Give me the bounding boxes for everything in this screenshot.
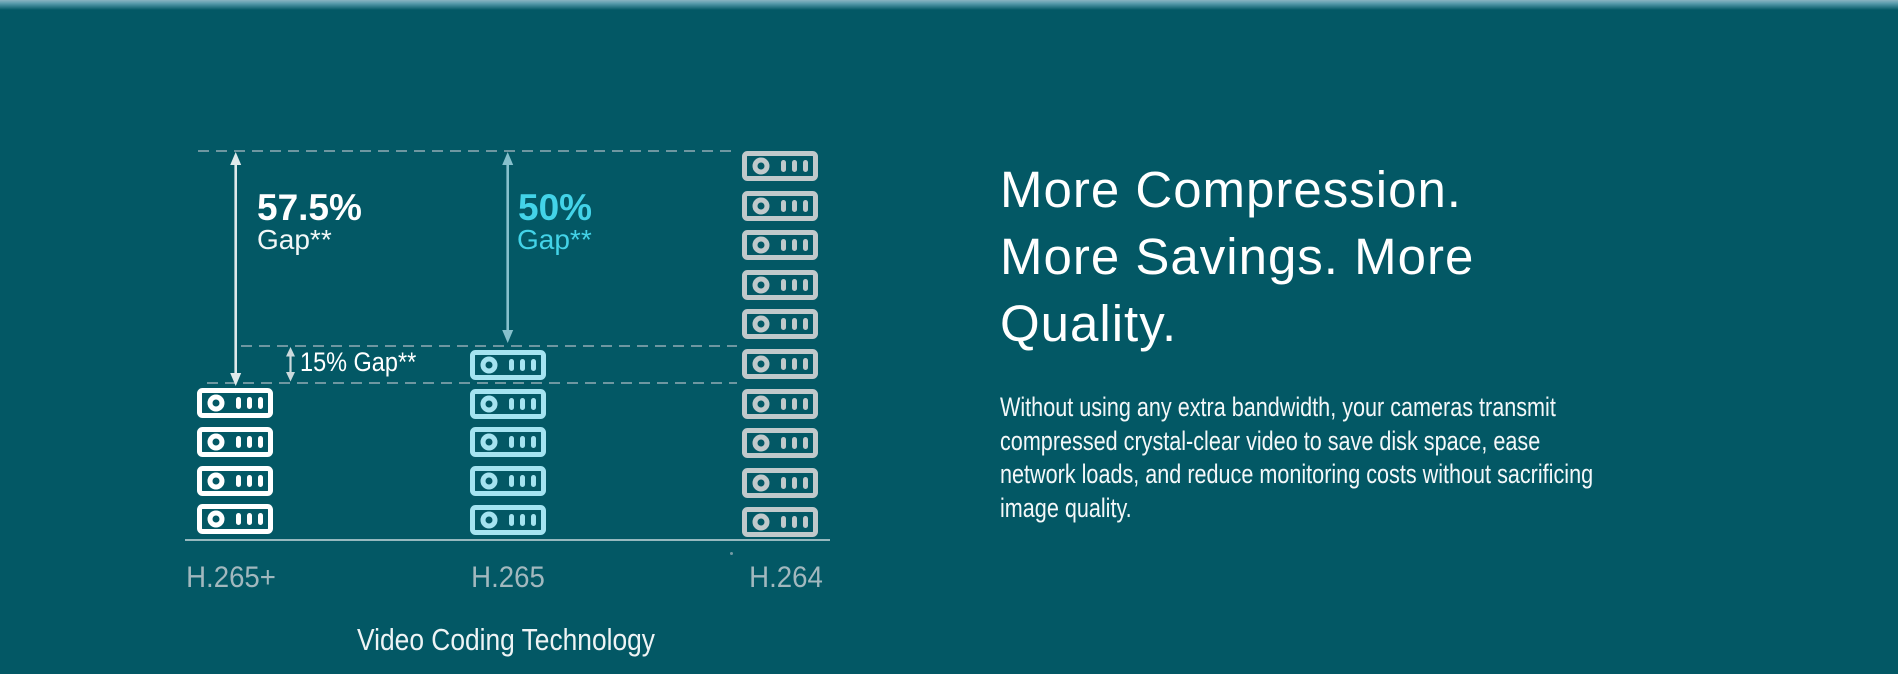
gap-value-50: 50% — [518, 187, 593, 228]
paragraph-line: compressed crystal-clear video to save d… — [1000, 425, 1541, 456]
storage-server-icon — [470, 350, 546, 380]
storage-server-icon — [742, 309, 818, 340]
gap-suffix-50: Gap** — [517, 224, 592, 255]
x-axis-title: Video Coding Technology — [357, 622, 655, 657]
storage-server-icon — [470, 466, 546, 497]
storage-server-icon — [197, 504, 273, 535]
paragraph-line: Without using any extra bandwidth, your … — [1000, 392, 1556, 422]
compression-comparison-chart: 57.5% Gap** 50% Gap** 15% Gap** — [0, 0, 880, 674]
category-label-h265: H.265 — [471, 561, 545, 594]
storage-server-icon — [470, 427, 546, 458]
category-label-h265plus: H.265+ — [186, 561, 276, 594]
heading-line: More Compression. — [1000, 161, 1462, 218]
dashed-reference-line-h264-top — [198, 150, 737, 152]
dashed-reference-line-h265-top — [241, 345, 737, 347]
category-label-h264: H.264 — [749, 561, 823, 594]
heading-line: Quality. — [1000, 295, 1178, 352]
storage-server-icon — [742, 190, 818, 221]
gap-arrow-h265-vs-h264 — [502, 152, 514, 343]
storage-server-icon — [197, 426, 273, 457]
x-axis-baseline — [185, 539, 830, 541]
storage-server-icon — [742, 348, 818, 379]
storage-server-icon — [742, 151, 818, 181]
storage-server-icon — [742, 269, 818, 300]
dashed-reference-line-h265plus-top — [207, 382, 737, 384]
storage-server-icon — [742, 467, 818, 498]
storage-server-icon — [742, 507, 818, 538]
storage-server-icon — [197, 388, 273, 418]
section-paragraph: Without using any extra bandwidth, your … — [1000, 391, 1656, 525]
storage-server-icon — [742, 428, 818, 459]
paragraph-line: image quality. — [1000, 492, 1132, 523]
icon-stack-h264 — [742, 151, 818, 538]
storage-server-icon — [742, 388, 818, 419]
gap-suffix-57-5: Gap** — [257, 224, 332, 255]
storage-server-icon — [197, 465, 273, 496]
icon-stack-h265 — [470, 350, 546, 535]
storage-server-icon — [470, 504, 546, 535]
stray-dot — [730, 552, 733, 555]
storage-server-icon — [742, 230, 818, 261]
heading-line: More Savings. More — [1000, 228, 1475, 285]
storage-server-icon — [470, 388, 546, 419]
gap-arrow-h265plus-vs-h265 — [286, 347, 295, 382]
gap-arrow-h265plus-vs-h264 — [230, 152, 242, 386]
top-accent-strip — [0, 0, 1898, 10]
section-heading: More Compression. More Savings. More Qua… — [1000, 156, 1620, 357]
paragraph-line: network loads, and reduce monitoring cos… — [1000, 459, 1594, 489]
gap-value-57-5: 57.5% — [257, 187, 362, 228]
icon-stack-h265plus — [197, 388, 273, 535]
gap-label-15: 15% Gap** — [300, 347, 417, 377]
